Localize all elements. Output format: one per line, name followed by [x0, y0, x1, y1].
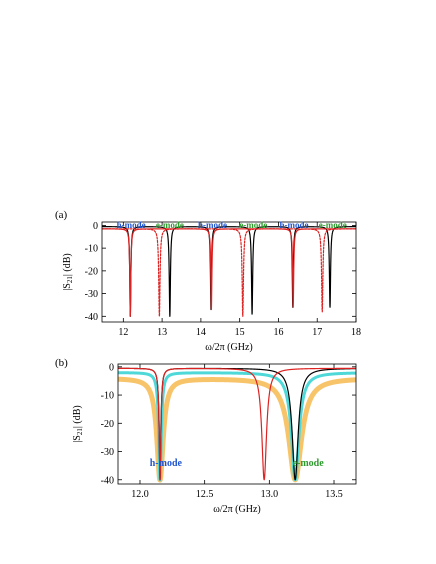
e-mode-label: e-mode: [319, 220, 347, 230]
series-line-black-solid: [102, 226, 356, 317]
panel-label: (a): [55, 209, 68, 221]
y-tick-label: -40: [85, 312, 98, 323]
panel-label: (b): [55, 357, 68, 369]
x-tick-label: 15: [235, 327, 245, 338]
series-line-orange: [118, 376, 356, 483]
y-tick-label: -20: [85, 266, 98, 277]
x-tick-label: 13.0: [261, 489, 279, 500]
h-mode-label: h-mode: [279, 220, 308, 230]
series-group: [102, 226, 356, 317]
plot-frame: [117, 363, 357, 485]
y-tick-label: 0: [93, 221, 98, 232]
h-mode-label: h-mode: [150, 458, 183, 469]
x-tick-label: 14: [196, 327, 206, 338]
e-mode-label: e-mode: [239, 220, 267, 230]
y-tick-label: -20: [101, 419, 114, 430]
series-line-cyan: [118, 371, 356, 482]
e-mode-label: e-mode: [156, 220, 184, 230]
x-axis-label: ω/2π (GHz): [205, 342, 252, 353]
x-tick-label: 18: [351, 327, 361, 338]
x-tick-label: 17: [312, 327, 322, 338]
x-tick-label: 12: [118, 327, 128, 338]
y-tick-label: -10: [101, 391, 114, 402]
y-tick-label: -40: [101, 475, 114, 486]
x-tick-label: 13.5: [325, 489, 343, 500]
y-tick-label: -10: [85, 244, 98, 255]
panel-b: 12.0 12.5 13.0 13.5 0 -10 -20 -30 -40 ω/2π (GHz) |…: [55, 357, 357, 515]
series-line-red: [118, 367, 356, 481]
y-axis-label: |S21| (dB): [72, 405, 84, 442]
x-tick-label: 16: [273, 327, 283, 338]
series-line-red-solid: [102, 228, 356, 317]
x-tick-label: 12.5: [196, 489, 214, 500]
y-tick-label: -30: [85, 289, 98, 300]
series-line-red-dashed: [102, 228, 356, 317]
x-axis-label: ω/2π (GHz): [213, 504, 260, 515]
series-group: [118, 367, 356, 483]
plot-frame: [101, 221, 357, 323]
h-mode-label: h-mode: [198, 220, 227, 230]
h-mode-label: h-mode: [117, 220, 146, 230]
x-tick-label: 13: [157, 327, 167, 338]
y-tick-label: -30: [101, 447, 114, 458]
y-tick-label: 0: [109, 362, 114, 373]
x-tick-label: 12.0: [131, 489, 149, 500]
e-mode-label: e-mode: [293, 458, 325, 469]
y-axis-label: |S21| (dB): [62, 253, 74, 290]
panel-a: 12 13 14 15 16 17 18 0 -10 -20 -30 -40 ω/2π (GHz) |S2…: [55, 209, 361, 353]
